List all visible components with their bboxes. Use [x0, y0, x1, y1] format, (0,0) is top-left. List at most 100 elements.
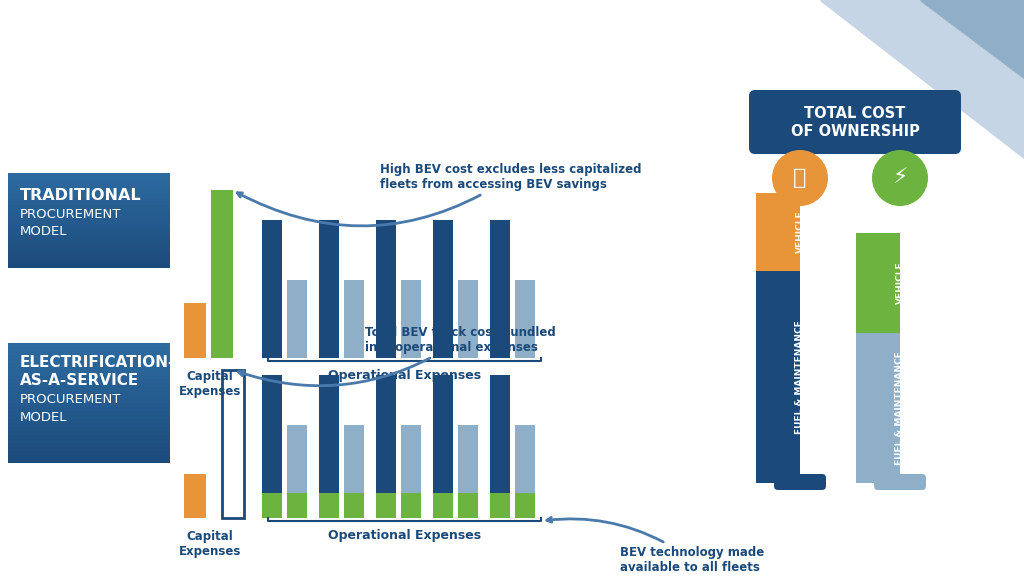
- Bar: [458, 493, 478, 518]
- Bar: [8, 427, 170, 431]
- Bar: [8, 189, 170, 192]
- Bar: [8, 363, 170, 367]
- Text: FUEL & MAINTENANCE: FUEL & MAINTENANCE: [896, 351, 904, 465]
- Bar: [433, 493, 453, 518]
- Bar: [344, 280, 364, 358]
- Bar: [184, 474, 206, 518]
- FancyBboxPatch shape: [874, 474, 926, 490]
- Bar: [8, 435, 170, 439]
- Text: Total BEV truck cost bundled
into operational expenses: Total BEV truck cost bundled into operat…: [239, 326, 556, 386]
- Bar: [8, 403, 170, 407]
- Text: Capital
Expenses: Capital Expenses: [179, 530, 242, 558]
- Bar: [515, 280, 535, 358]
- Bar: [8, 375, 170, 379]
- Text: Capital
Expenses: Capital Expenses: [179, 370, 242, 398]
- Bar: [8, 459, 170, 463]
- Bar: [287, 280, 307, 358]
- Bar: [8, 230, 170, 233]
- Bar: [8, 227, 170, 230]
- Text: MODEL: MODEL: [20, 411, 68, 424]
- Text: TRADITIONAL: TRADITIONAL: [20, 188, 141, 203]
- Text: PROCUREMENT: PROCUREMENT: [20, 393, 122, 406]
- Bar: [8, 202, 170, 205]
- Bar: [8, 411, 170, 415]
- Text: ⚡: ⚡: [892, 168, 908, 188]
- Circle shape: [872, 150, 928, 206]
- Text: FUEL & MAINTENANCE: FUEL & MAINTENANCE: [796, 320, 805, 434]
- Bar: [8, 198, 170, 202]
- Text: DIESEL: DIESEL: [775, 139, 824, 152]
- Bar: [8, 451, 170, 455]
- Bar: [8, 439, 170, 443]
- Bar: [8, 383, 170, 387]
- Polygon shape: [920, 0, 1024, 78]
- Bar: [8, 419, 170, 423]
- Bar: [8, 246, 170, 249]
- Bar: [8, 443, 170, 447]
- Bar: [8, 195, 170, 198]
- Bar: [8, 415, 170, 419]
- Bar: [319, 493, 339, 518]
- Bar: [8, 233, 170, 236]
- Bar: [433, 220, 453, 358]
- Bar: [8, 243, 170, 246]
- Bar: [401, 493, 421, 518]
- Bar: [8, 239, 170, 243]
- Bar: [8, 192, 170, 195]
- Bar: [8, 220, 170, 224]
- Bar: [8, 236, 170, 239]
- FancyBboxPatch shape: [774, 474, 826, 490]
- Text: ⛽: ⛽: [794, 168, 807, 188]
- Bar: [8, 217, 170, 220]
- Bar: [8, 387, 170, 391]
- Bar: [401, 425, 421, 493]
- Bar: [856, 233, 900, 333]
- Bar: [433, 375, 453, 493]
- Bar: [8, 179, 170, 183]
- Bar: [756, 193, 800, 271]
- Bar: [287, 425, 307, 493]
- Bar: [515, 425, 535, 493]
- Text: High BEV cost excludes less capitalized
fleets from accessing BEV savings: High BEV cost excludes less capitalized …: [238, 163, 641, 226]
- Circle shape: [772, 150, 828, 206]
- Bar: [8, 183, 170, 186]
- Polygon shape: [820, 0, 1024, 158]
- Bar: [262, 493, 282, 518]
- Bar: [8, 391, 170, 395]
- Bar: [8, 343, 170, 347]
- Text: VEHICLE: VEHICLE: [796, 211, 805, 254]
- Bar: [8, 176, 170, 179]
- Bar: [8, 347, 170, 351]
- Bar: [262, 220, 282, 358]
- Bar: [8, 359, 170, 363]
- Bar: [8, 186, 170, 189]
- Text: Operational Expenses: Operational Expenses: [328, 529, 481, 542]
- Bar: [8, 407, 170, 411]
- Bar: [344, 493, 364, 518]
- Text: Operational Expenses: Operational Expenses: [328, 369, 481, 382]
- Bar: [8, 249, 170, 252]
- FancyBboxPatch shape: [749, 90, 961, 154]
- Text: ELECTRIFICATION-: ELECTRIFICATION-: [20, 355, 175, 370]
- Text: OF OWNERSHIP: OF OWNERSHIP: [791, 124, 920, 139]
- Bar: [319, 375, 339, 493]
- Bar: [287, 493, 307, 518]
- Bar: [756, 271, 800, 483]
- Text: AS-A-SERVICE: AS-A-SERVICE: [20, 373, 139, 388]
- Bar: [8, 431, 170, 435]
- Bar: [8, 265, 170, 268]
- Bar: [8, 355, 170, 359]
- Bar: [458, 280, 478, 358]
- Bar: [376, 375, 396, 493]
- Bar: [376, 220, 396, 358]
- Bar: [8, 205, 170, 208]
- Bar: [490, 493, 510, 518]
- Bar: [8, 214, 170, 217]
- Bar: [8, 351, 170, 355]
- Bar: [8, 371, 170, 375]
- Bar: [184, 303, 206, 358]
- Bar: [8, 208, 170, 211]
- Bar: [8, 173, 170, 176]
- Bar: [515, 493, 535, 518]
- Text: BEV technology made
available to all fleets: BEV technology made available to all fle…: [547, 517, 764, 574]
